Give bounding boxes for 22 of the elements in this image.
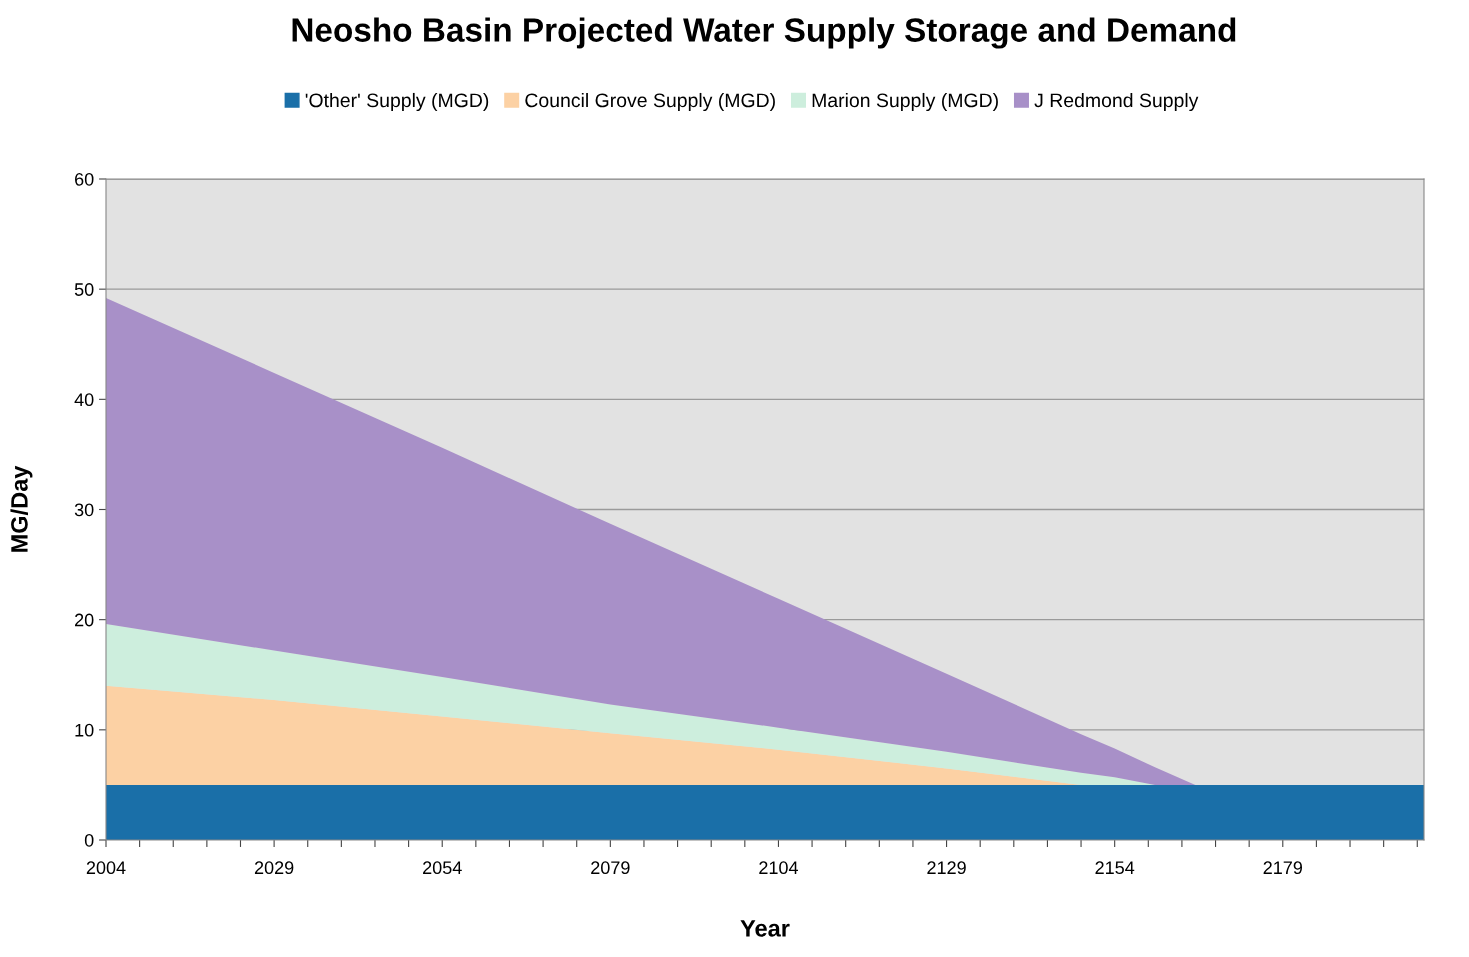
x-tick-label: 2054 [423, 861, 462, 875]
x-tick-label: 2179 [1263, 861, 1303, 875]
y-tick-label: 60 [75, 172, 94, 186]
x-axis-title: Year [740, 920, 790, 937]
x-tick-label: 2129 [927, 861, 966, 875]
y-tick-label: 30 [74, 503, 94, 517]
x-tick-label: 2104 [759, 861, 799, 875]
y-tick-label: 20 [75, 613, 94, 627]
y-tick-label: 40 [74, 393, 94, 407]
y-tick-label: 10 [75, 723, 94, 737]
legend-label: J Redmond Supply [1034, 92, 1199, 112]
y-axis-title: MG/Day [10, 465, 33, 552]
x-tick-label: 2079 [591, 861, 630, 875]
x-tick-label: 2004 [86, 861, 126, 875]
chart-title: Neosho Basin Projected Water Supply Storage and Demand [292, 17, 1236, 49]
x-tick-label: 2154 [1095, 861, 1135, 875]
y-tick-label: 0 [84, 833, 94, 847]
legend-label: Marion Supply (MGD) [812, 92, 998, 112]
x-tick-label: 2029 [254, 861, 294, 875]
legend-label: 'Other' Supply (MGD) [305, 92, 489, 112]
legend-label: Council Grove Supply (MGD) [525, 92, 775, 112]
y-tick-label: 50 [74, 283, 94, 296]
